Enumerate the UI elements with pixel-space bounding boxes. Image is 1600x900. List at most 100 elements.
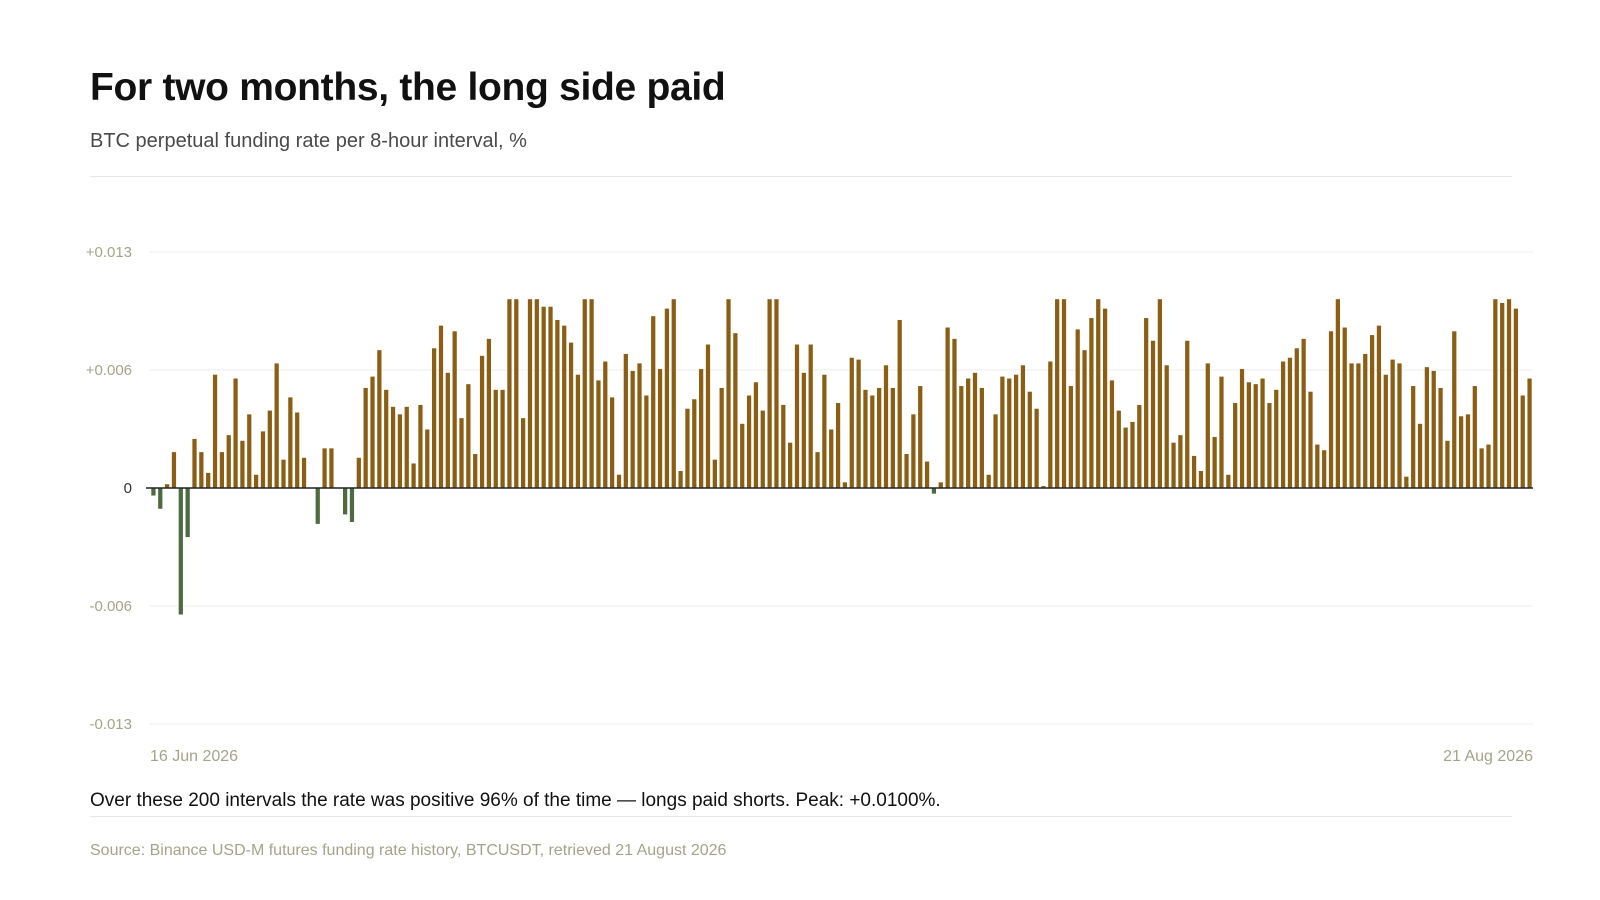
funding-bar	[616, 474, 622, 488]
funding-bar	[746, 395, 752, 488]
funding-bar	[1116, 410, 1121, 488]
funding-bar	[918, 386, 923, 488]
funding-bar	[1034, 408, 1039, 488]
funding-bar	[343, 488, 348, 515]
funding-bar	[1520, 395, 1525, 488]
funding-bar	[151, 488, 156, 496]
header-divider	[90, 176, 1512, 177]
y-tick-label: -0.006	[89, 598, 132, 615]
funding-bar	[356, 457, 361, 488]
funding-bar	[822, 374, 827, 488]
funding-bar	[603, 361, 608, 488]
funding-bar	[425, 429, 430, 488]
funding-bar	[1369, 335, 1375, 488]
bar-layer	[151, 299, 1532, 615]
funding-bar	[1205, 363, 1210, 488]
funding-bar	[945, 327, 950, 488]
funding-bar	[555, 319, 560, 488]
funding-bar	[911, 414, 916, 488]
funding-bar	[1144, 318, 1149, 488]
funding-bar	[774, 299, 779, 488]
funding-bar	[1137, 404, 1142, 488]
funding-bar	[288, 397, 293, 488]
funding-bar	[267, 410, 272, 488]
funding-bar	[199, 452, 204, 488]
funding-rate-bar-chart: 16 Jun 2026 21 Aug 2026 +0.013 +0.006 0 -0.…	[86, 244, 1533, 765]
funding-bar	[959, 386, 964, 488]
funding-bar	[1527, 378, 1532, 488]
funding-bar	[1212, 437, 1217, 488]
funding-bar	[788, 442, 793, 488]
funding-bar	[1102, 308, 1108, 488]
funding-bar	[1349, 363, 1354, 488]
funding-bar	[1185, 340, 1190, 488]
funding-bar	[1500, 302, 1505, 488]
funding-bar	[657, 369, 663, 488]
funding-bar	[1315, 444, 1320, 488]
funding-bar	[438, 325, 444, 488]
funding-bar	[767, 299, 772, 488]
funding-bar	[254, 474, 259, 488]
funding-bar	[295, 412, 300, 488]
funding-bar	[1089, 318, 1094, 488]
funding-bar	[904, 454, 909, 488]
funding-bar	[1260, 378, 1265, 488]
funding-bar	[794, 344, 800, 488]
funding-bar	[815, 452, 820, 488]
funding-bar	[1397, 363, 1402, 488]
funding-bar	[623, 353, 628, 488]
funding-bar	[1164, 365, 1169, 488]
funding-bar	[1431, 370, 1436, 488]
funding-bar	[315, 488, 320, 524]
funding-bar	[596, 380, 601, 488]
funding-bar	[651, 316, 656, 488]
funding-bar	[390, 406, 396, 488]
funding-bar	[1404, 476, 1409, 488]
funding-bar	[1328, 331, 1334, 488]
funding-bar	[630, 370, 635, 488]
funding-bar	[1109, 380, 1115, 488]
funding-bar	[993, 414, 998, 488]
funding-bar	[171, 452, 177, 488]
funding-bar	[1191, 455, 1197, 488]
funding-bar	[1068, 386, 1073, 488]
funding-bar	[568, 342, 574, 488]
funding-bar	[1178, 435, 1183, 488]
funding-bar	[281, 459, 286, 488]
funding-bar	[733, 333, 738, 488]
funding-bar	[1411, 386, 1416, 488]
x-axis-start-label: 16 Jun 2026	[150, 748, 238, 765]
funding-bar	[432, 348, 437, 488]
footer-divider	[90, 816, 1512, 817]
funding-bar	[1383, 374, 1388, 488]
funding-bar	[349, 488, 355, 522]
funding-bar	[1096, 299, 1101, 488]
funding-bar	[1226, 474, 1231, 488]
funding-bar	[781, 404, 786, 488]
funding-bar	[1157, 299, 1162, 488]
y-tick-label: 0	[124, 480, 132, 497]
funding-bar	[1075, 329, 1080, 488]
funding-bar	[397, 414, 403, 488]
funding-bar	[582, 299, 587, 488]
funding-bar	[370, 376, 375, 488]
funding-bar	[966, 378, 971, 488]
funding-bar	[1363, 353, 1368, 488]
funding-bar	[1417, 423, 1423, 488]
funding-bar	[486, 338, 492, 488]
funding-bar	[1287, 357, 1293, 488]
funding-bar	[260, 431, 266, 488]
funding-bar	[979, 387, 984, 488]
funding-bar	[1082, 350, 1087, 488]
funding-bar	[158, 488, 163, 509]
funding-bar	[856, 359, 861, 488]
funding-bar	[644, 395, 649, 488]
funding-bar	[610, 397, 615, 488]
funding-bar	[692, 399, 697, 488]
funding-bar	[363, 387, 368, 488]
funding-bar	[206, 472, 211, 488]
funding-bar	[1486, 444, 1491, 488]
funding-bar	[1280, 361, 1286, 488]
funding-bar	[500, 389, 505, 488]
funding-bar	[712, 459, 717, 488]
